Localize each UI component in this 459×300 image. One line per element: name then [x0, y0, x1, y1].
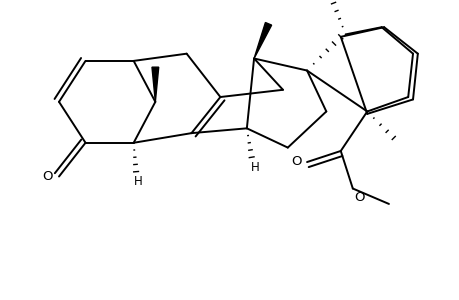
Text: O: O	[43, 170, 53, 183]
Text: H: H	[134, 175, 143, 188]
Polygon shape	[253, 22, 271, 58]
Text: H: H	[251, 160, 259, 174]
Text: O: O	[353, 191, 364, 204]
Polygon shape	[151, 67, 158, 102]
Text: O: O	[290, 154, 301, 168]
